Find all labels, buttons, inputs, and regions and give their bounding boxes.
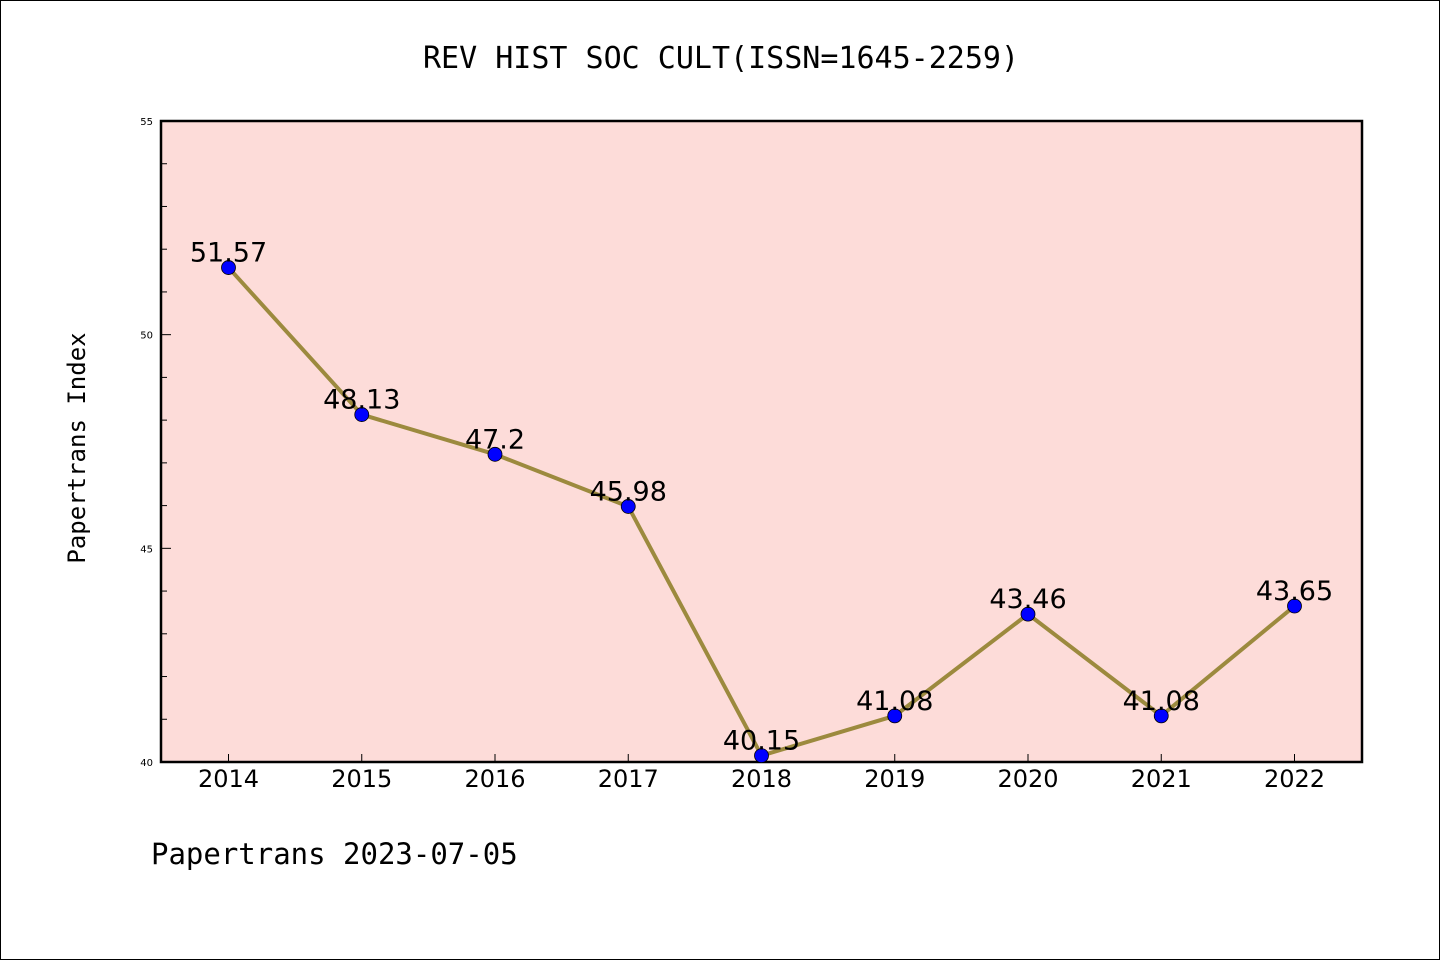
data-point bbox=[487, 446, 503, 462]
data-point bbox=[887, 708, 903, 724]
data-label: 47.2 bbox=[465, 424, 525, 455]
data-label: 41.08 bbox=[856, 686, 933, 717]
data-point bbox=[620, 499, 636, 514]
data-label: 40.15 bbox=[723, 726, 800, 757]
x-tick-label: 2021 bbox=[1131, 765, 1192, 793]
x-tick-label: 2020 bbox=[997, 765, 1058, 793]
plot-area: 40 45 50 55 2014 2015 2016 2017 2018 2019 2020 2021… bbox=[140, 117, 1364, 793]
x-tick-label: 2014 bbox=[198, 765, 259, 793]
data-point bbox=[1020, 606, 1036, 622]
x-tick-label: 2018 bbox=[731, 765, 792, 793]
x-tick-label: 2022 bbox=[1264, 765, 1325, 793]
data-label: 48.13 bbox=[323, 385, 400, 416]
data-point bbox=[1287, 598, 1302, 614]
chart-title: REV HIST SOC CULT(ISSN=1645-2259) bbox=[423, 41, 1019, 76]
x-tick-label: 2015 bbox=[331, 765, 392, 793]
x-tick-label: 2016 bbox=[464, 765, 525, 793]
data-point bbox=[754, 748, 769, 763]
data-point bbox=[221, 260, 236, 275]
data-label: 43.65 bbox=[1256, 576, 1333, 607]
data-label: 45.98 bbox=[590, 476, 667, 507]
x-tick-label: 2019 bbox=[864, 765, 925, 793]
y-tick-label: 55 bbox=[140, 117, 153, 128]
data-label: 51.57 bbox=[190, 238, 267, 269]
y-tick-label: 45 bbox=[140, 544, 153, 555]
data-label: 41.08 bbox=[1123, 686, 1200, 717]
y-axis-label: Papertrans Index bbox=[63, 332, 91, 563]
data-point bbox=[354, 407, 370, 422]
x-tick-label: 2017 bbox=[598, 765, 659, 793]
data-point bbox=[1153, 708, 1169, 724]
data-label: 43.46 bbox=[989, 584, 1066, 615]
footer-caption: Papertrans 2023-07-05 bbox=[151, 837, 518, 871]
y-tick-label: 50 bbox=[140, 331, 153, 342]
y-tick-label: 40 bbox=[140, 758, 153, 769]
plot-background bbox=[159, 119, 1364, 764]
